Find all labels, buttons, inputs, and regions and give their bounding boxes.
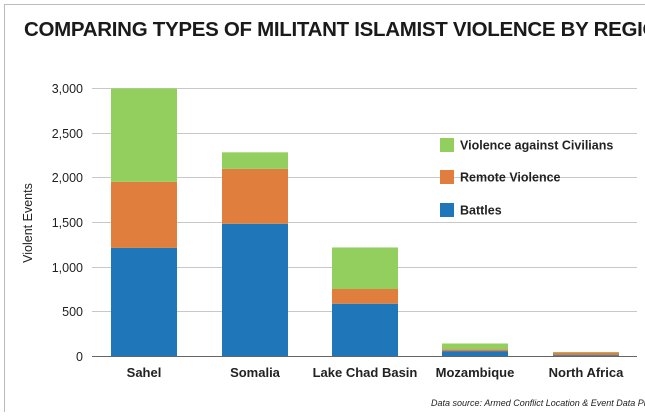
legend-label: Remote Violence xyxy=(460,171,561,185)
x-tick-label: Lake Chad Basin xyxy=(313,365,418,380)
chart-title: COMPARING TYPES OF MILITANT ISLAMIST VIO… xyxy=(24,18,645,41)
x-tick-label: North Africa xyxy=(549,365,624,380)
legend-swatch xyxy=(440,138,454,152)
y-tick-label: 1,000 xyxy=(52,261,83,275)
bar-segment xyxy=(553,355,619,356)
legend-swatch xyxy=(440,203,454,217)
x-tick-label: Mozambique xyxy=(436,365,515,380)
y-tick-label: 500 xyxy=(62,305,83,319)
bar-segment xyxy=(111,182,177,248)
bar-segment xyxy=(442,351,508,356)
legend-label: Battles xyxy=(460,204,502,218)
y-tick-label: 2,500 xyxy=(52,127,83,141)
bar-segment xyxy=(222,152,288,169)
x-tick-label: Sahel xyxy=(127,365,162,380)
bar-segment xyxy=(332,289,398,304)
y-tick-label: 0 xyxy=(76,350,83,364)
bar-segment xyxy=(442,349,508,351)
bar-segment xyxy=(553,352,619,355)
bar-segment xyxy=(332,247,398,289)
bar-segment xyxy=(222,169,288,224)
y-tick-label: 1,500 xyxy=(52,216,83,230)
bar-segment xyxy=(111,248,177,356)
x-tick-label: Somalia xyxy=(230,365,281,380)
y-tick-label: 2,000 xyxy=(52,171,83,185)
y-axis-label: Violent Events xyxy=(21,183,35,263)
bar-segment xyxy=(222,224,288,356)
legend-swatch xyxy=(440,170,454,184)
source-note: Data source: Armed Conflict Location & E… xyxy=(431,398,645,408)
legend-label: Violence against Civilians xyxy=(460,139,613,153)
y-tick-label: 3,000 xyxy=(52,82,83,96)
bar-segment xyxy=(332,304,398,356)
bar-segment xyxy=(111,88,177,181)
bar-segment xyxy=(442,343,508,349)
